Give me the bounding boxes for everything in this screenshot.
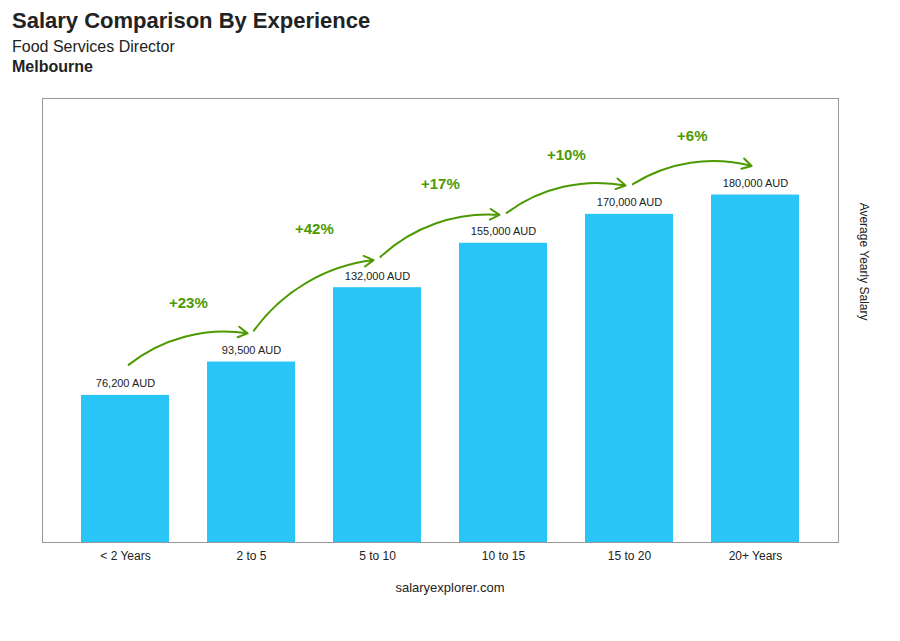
svg-text:15 to 20: 15 to 20 — [608, 549, 652, 563]
svg-text:< 2 Years: < 2 Years — [100, 549, 150, 563]
svg-text:20+ Years: 20+ Years — [729, 549, 783, 563]
svg-text:10 to 15: 10 to 15 — [482, 549, 526, 563]
svg-text:155,000 AUD: 155,000 AUD — [471, 225, 536, 237]
svg-text:+17%: +17% — [421, 175, 460, 192]
svg-text:+10%: +10% — [547, 146, 586, 163]
svg-text:76,200 AUD: 76,200 AUD — [96, 377, 155, 389]
svg-text:180,000 AUD: 180,000 AUD — [723, 177, 788, 189]
svg-text:Average Yearly Salary: Average Yearly Salary — [857, 203, 871, 321]
svg-text:170,000 AUD: 170,000 AUD — [597, 196, 662, 208]
html-text:Salary Comparison By Experienc: Salary Comparison By Experience — [12, 8, 371, 33]
html-text:Food Services Director: Food Services Director — [12, 38, 175, 55]
svg-text:5 to 10: 5 to 10 — [359, 549, 396, 563]
html-text:Melbourne: Melbourne — [12, 58, 93, 75]
svg-text:2 to 5: 2 to 5 — [236, 549, 266, 563]
svg-text:93,500 AUD: 93,500 AUD — [222, 344, 281, 356]
svg-text:+23%: +23% — [169, 294, 208, 311]
html-text:salaryexplorer.com: salaryexplorer.com — [395, 580, 505, 595]
svg-text:+6%: +6% — [677, 127, 707, 144]
svg-text:132,000 AUD: 132,000 AUD — [345, 270, 410, 282]
svg-text:+42%: +42% — [295, 220, 334, 237]
